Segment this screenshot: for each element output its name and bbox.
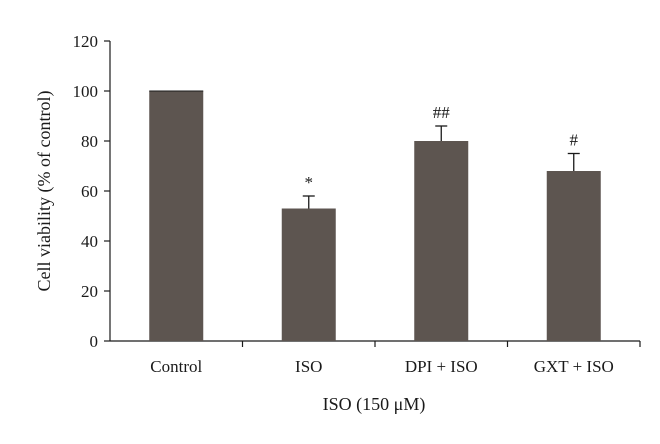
y-tick-label: 120 — [73, 32, 99, 51]
significance-label: # — [570, 131, 579, 150]
y-axis-title: Cell viability (% of control) — [34, 91, 55, 292]
bar — [414, 141, 469, 341]
significance-label: ## — [433, 103, 451, 122]
x-tick-label: ISO — [295, 357, 322, 376]
x-tick-label: Control — [150, 357, 202, 376]
y-tick-label: 40 — [81, 232, 98, 251]
x-tick-label: DPI + ISO — [405, 357, 478, 376]
chart-marks: 0 20 40 60 80 100 120 Control * ISO ## DPI + ISO # GX… — [73, 32, 641, 376]
bar — [546, 171, 601, 341]
x-tick-label: GXT + ISO — [534, 357, 614, 376]
y-tick-label: 0 — [90, 332, 99, 351]
x-axis-title: ISO (150 μM) — [323, 394, 426, 415]
bar — [281, 208, 336, 341]
y-tick-label: 100 — [73, 82, 99, 101]
y-tick-label: 60 — [81, 182, 98, 201]
bar — [149, 91, 204, 341]
significance-label: * — [305, 173, 314, 192]
y-tick-label: 20 — [81, 282, 98, 301]
y-tick-label: 80 — [81, 132, 98, 151]
